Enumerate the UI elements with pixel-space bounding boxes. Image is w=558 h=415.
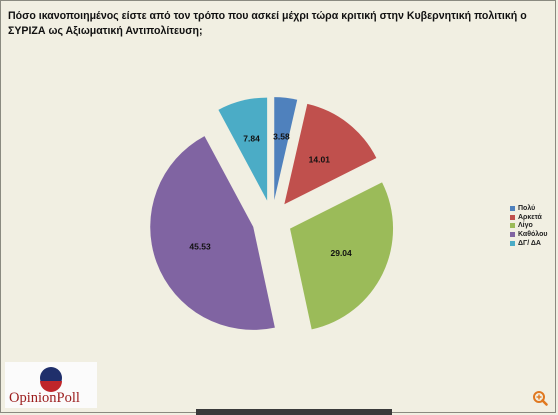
pie-slice-4 bbox=[218, 97, 268, 201]
scroll-indicator bbox=[196, 409, 392, 415]
legend-item-4: ΔΓ/ ΔΑ bbox=[510, 239, 547, 248]
data-label-0: 3.58 bbox=[273, 132, 290, 142]
data-label-1: 14.01 bbox=[309, 155, 331, 165]
legend-label: Αρκετά bbox=[518, 213, 542, 221]
legend-label: Καθόλου bbox=[518, 231, 548, 239]
data-label-3: 45.53 bbox=[189, 241, 211, 251]
legend-swatch bbox=[510, 232, 515, 238]
pie-slice-2 bbox=[290, 182, 394, 330]
legend-label: Λίγο bbox=[518, 222, 533, 230]
pie-slice-0 bbox=[274, 97, 298, 201]
logo-text: OpinionPoll bbox=[9, 390, 80, 406]
chart-title: Πόσο ικανοποιημένος είστε από τον τρόπο … bbox=[8, 10, 527, 37]
legend-item-3: Καθόλου bbox=[510, 230, 547, 239]
legend-item-1: Αρκετά bbox=[510, 213, 547, 222]
legend-item-2: Λίγο bbox=[510, 222, 547, 231]
pie-slices bbox=[150, 97, 394, 330]
data-label-4: 7.84 bbox=[243, 134, 260, 144]
legend-swatch bbox=[510, 241, 515, 247]
legend-swatch bbox=[510, 223, 515, 229]
legend-swatch bbox=[510, 214, 515, 220]
legend-swatch bbox=[510, 205, 515, 211]
opinionpoll-logo: OpinionPoll bbox=[5, 362, 97, 408]
pie-slice-1 bbox=[284, 103, 377, 205]
legend-item-0: Πολύ bbox=[510, 204, 547, 213]
pie-slice-3 bbox=[150, 136, 275, 330]
zoom-in-icon[interactable] bbox=[532, 390, 548, 406]
legend-label: ΔΓ/ ΔΑ bbox=[518, 240, 541, 248]
chart-legend: Πολύ Αρκετά Λίγο Καθόλου ΔΓ/ ΔΑ bbox=[510, 204, 547, 248]
legend-label: Πολύ bbox=[518, 204, 536, 212]
data-label-2: 29.04 bbox=[330, 248, 352, 258]
pie-data-labels: 3.58 14.01 29.04 45.53 7.84 bbox=[189, 132, 352, 258]
